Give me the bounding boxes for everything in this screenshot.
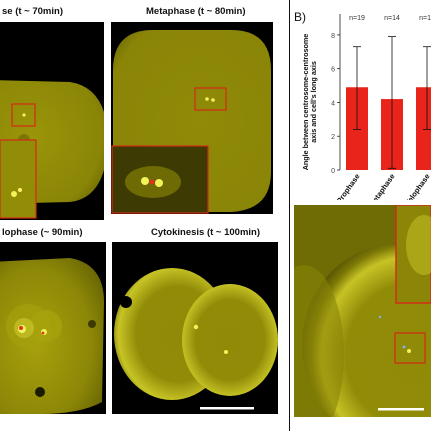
y-tick-label: 6 (331, 67, 335, 74)
panel-b-letter: B) (294, 10, 306, 24)
prophase-title: se (t ~ 70min) (2, 6, 63, 17)
metaphase-micrograph (111, 22, 273, 214)
cytokinesis-micrograph (112, 242, 278, 414)
bar-telophase (416, 87, 431, 170)
panel-divider (289, 0, 290, 431)
x-tick-label: Metaphase (367, 172, 397, 200)
y-tick-label: 4 (331, 100, 335, 107)
telophase-title: lophase (~ 90min) (2, 227, 83, 238)
prophase-micrograph (0, 22, 104, 220)
panel-c-zoom-box (394, 332, 426, 364)
panel-c-scale-bar (378, 408, 424, 411)
x-tick-label: Prophase (335, 172, 362, 200)
scale-bar (200, 407, 254, 410)
y-axis-label-line-2: axis and cell's long axis (309, 61, 318, 143)
prophase-zoom-box (11, 103, 36, 127)
cytokinesis-title: Cytokinesis (t ~ 100min) (151, 227, 261, 238)
y-tick-label: 2 (331, 134, 335, 141)
prophase-inset (0, 139, 37, 219)
sample-size-label: n=16 (419, 15, 431, 22)
sample-size-label: n=14 (384, 15, 400, 22)
y-tick-label: 8 (331, 33, 335, 40)
telophase-micrograph (0, 242, 106, 414)
panel-c-micrograph (294, 205, 431, 417)
angle-bar-chart: Angle between centrosome-centrosome axis… (301, 14, 431, 200)
y-tick-label: 0 (331, 168, 335, 175)
sample-size-label: n=19 (349, 15, 365, 22)
metaphase-title: Metaphase (t ~ 80min) (146, 6, 246, 17)
x-tick-label: Telophase (403, 172, 431, 200)
y-axis-label-line-1: Angle between centrosome-centrosome (301, 34, 310, 171)
metaphase-zoom-box (194, 87, 227, 111)
